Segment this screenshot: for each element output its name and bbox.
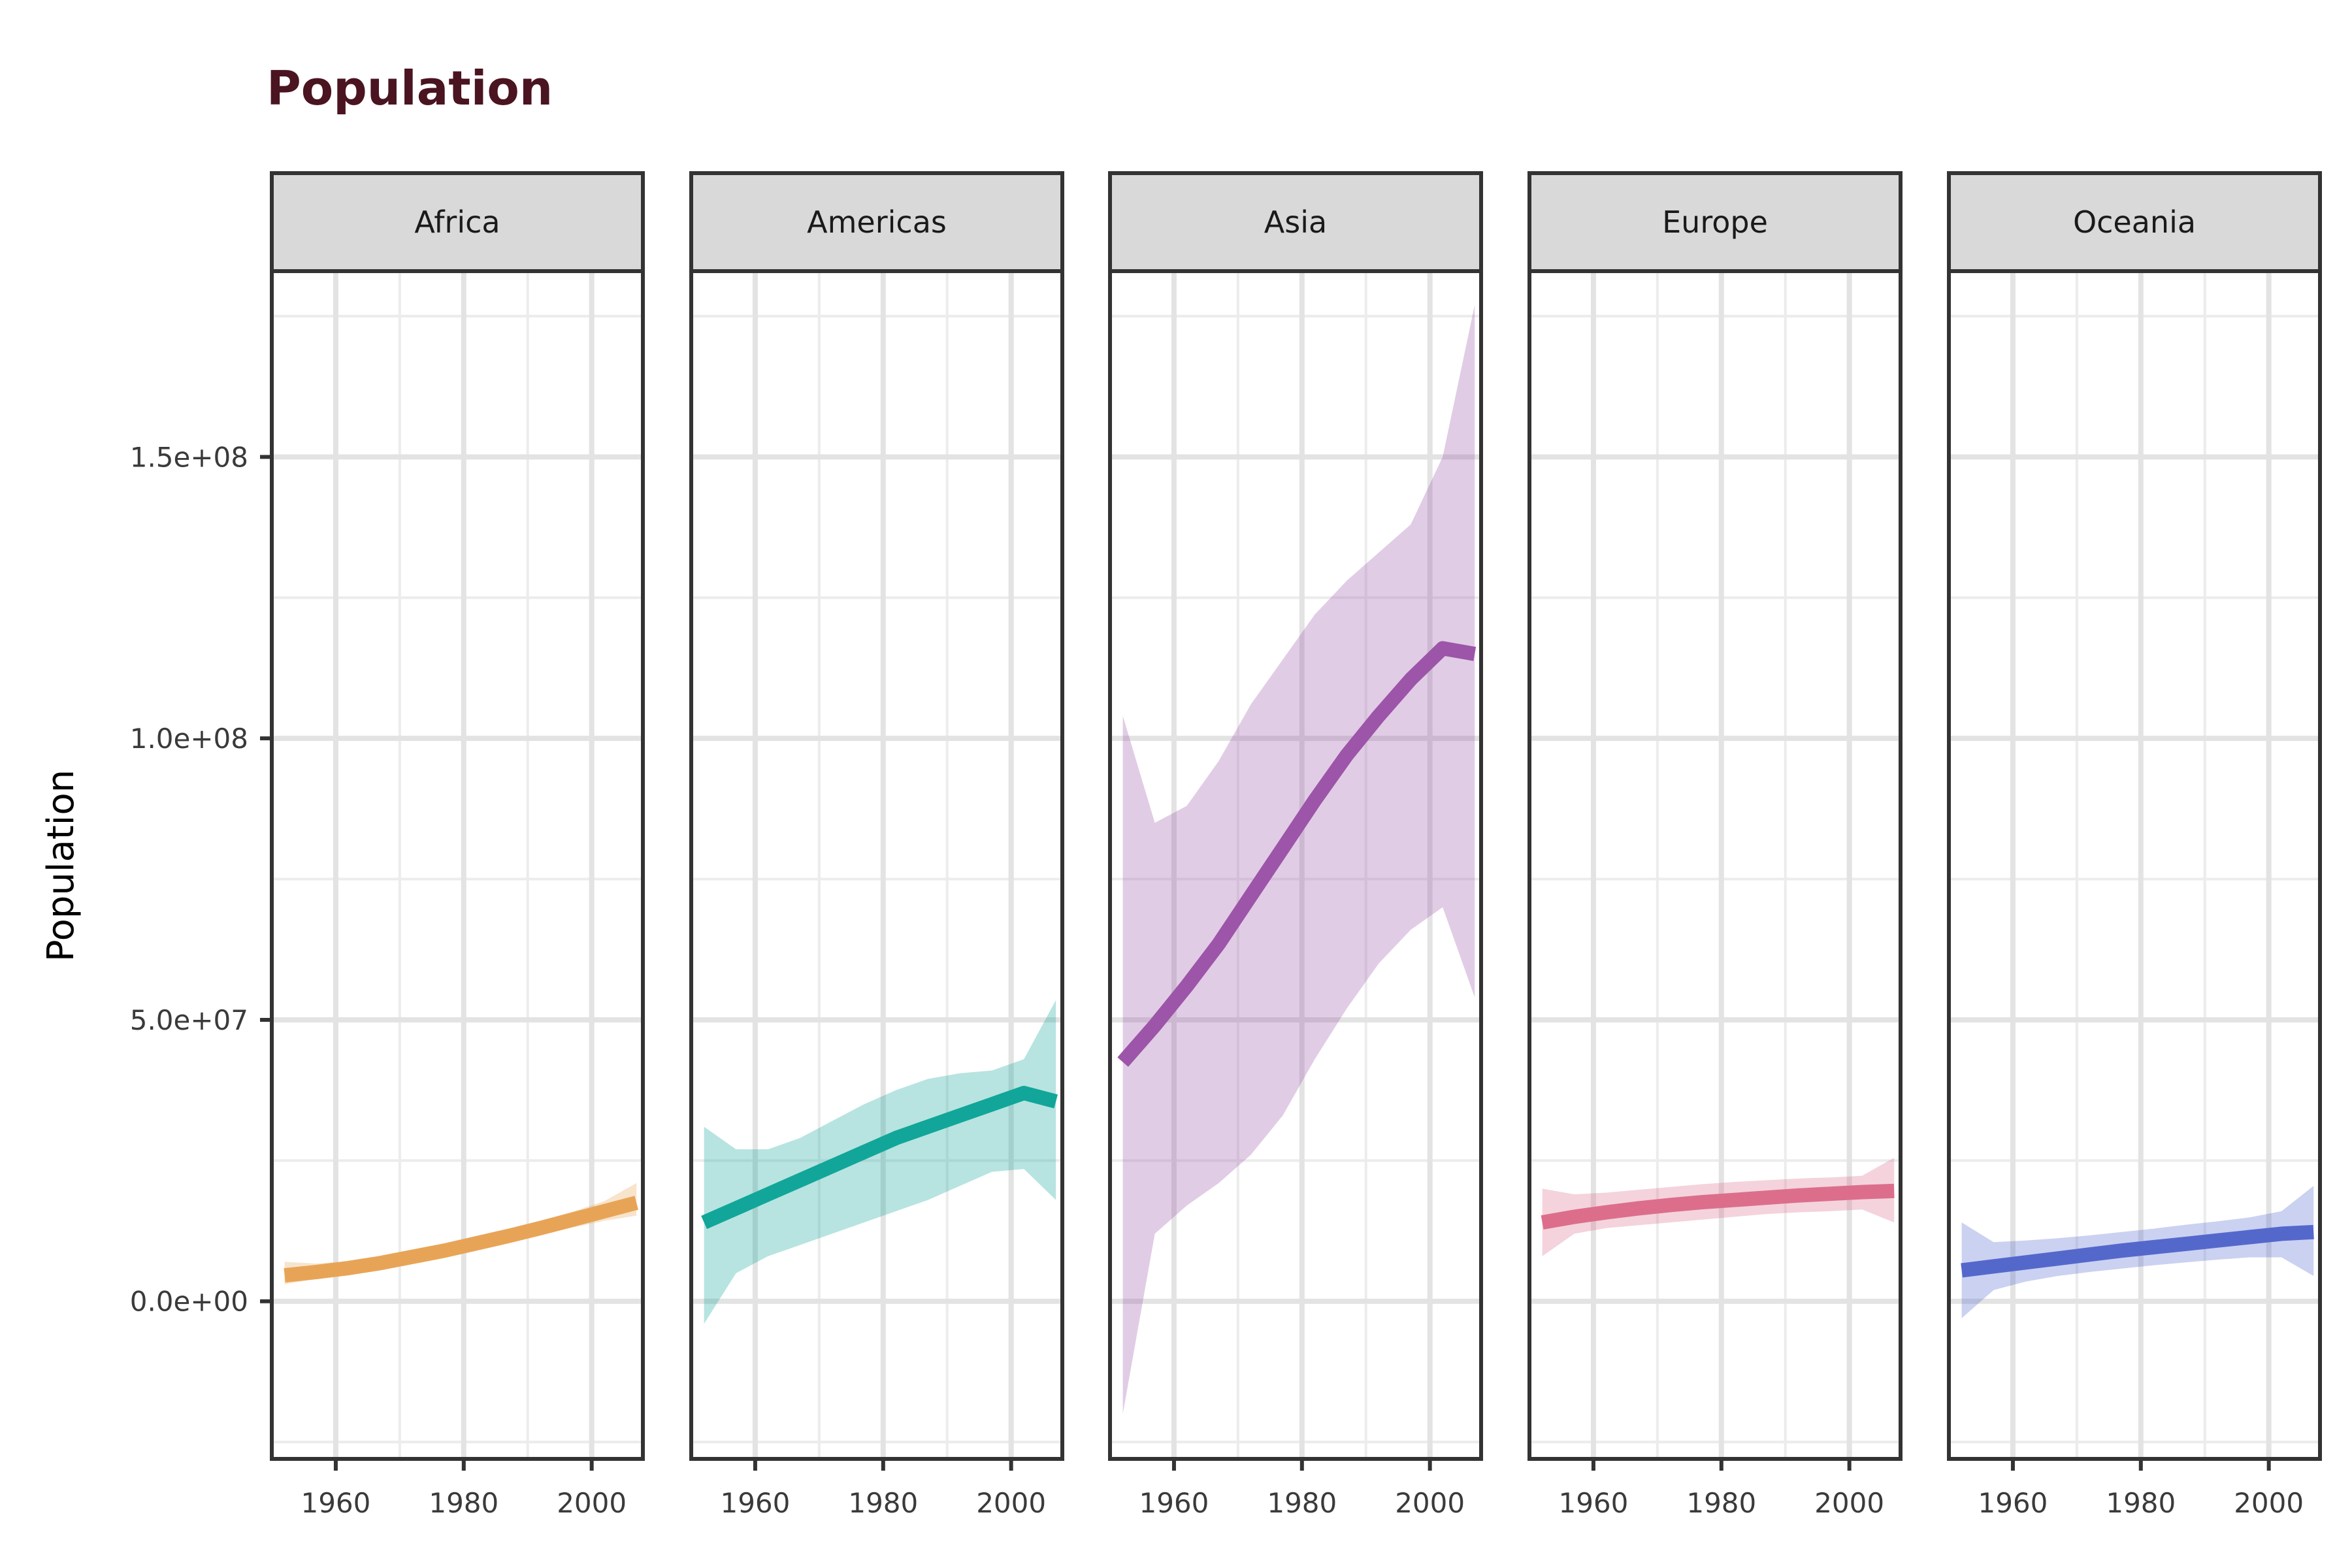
y-axis-label: Population (40, 770, 82, 962)
y-tick-label: 0.0e+00 (130, 1286, 248, 1318)
x-tick-label: 2000 (557, 1487, 627, 1519)
facet-panel-americas: Americas 1960 1980 2000 (689, 171, 1064, 1519)
y-axis: 0.0e+00 5.0e+07 1.0e+08 1.5e+08 (130, 441, 272, 1318)
y-tick-label: 5.0e+07 (130, 1004, 248, 1036)
panel-background (272, 271, 643, 1459)
x-tick-label: 2000 (1395, 1487, 1465, 1519)
trend-line-asia (1117, 641, 1477, 1067)
x-tick-label: 2000 (976, 1487, 1046, 1519)
facet-strip (270, 171, 645, 273)
facet-label-americas: Americas (807, 204, 947, 240)
x-tick-label: 1980 (1267, 1487, 1337, 1519)
x-tick-label: 1960 (1978, 1487, 2048, 1519)
facet-panel-asia: Asia 1960 1980 2000 (1108, 171, 1483, 1519)
facet-strip (1947, 171, 2322, 273)
facet-label-europe: Europe (1662, 204, 1768, 240)
facet-strip (1108, 171, 1483, 273)
facet-panel-europe: Europe 1960 1980 2000 (1527, 171, 1903, 1519)
x-tick-label: 1960 (301, 1487, 370, 1519)
x-tick-label: 2000 (2234, 1487, 2304, 1519)
chart-title: Population (267, 61, 553, 116)
y-tick-label: 1.0e+08 (130, 723, 248, 755)
facet-panel-oceania: Oceania 1960 1980 2000 (1947, 171, 2322, 1519)
x-tick-label: 1980 (429, 1487, 498, 1519)
facet-panel-africa: Africa 1960 1980 2000 (270, 171, 645, 1519)
facet-label-oceania: Oceania (2073, 204, 2196, 240)
x-tick-label: 1960 (1139, 1487, 1209, 1519)
x-tick-label: 1980 (2106, 1487, 2176, 1519)
trend-line-oceania (1961, 1224, 2314, 1278)
x-tick-label: 1960 (1558, 1487, 1628, 1519)
facet-strip (689, 171, 1064, 273)
facet-label-asia: Asia (1264, 204, 1327, 240)
trend-line-africa (284, 1196, 639, 1283)
y-tick-label: 1.5e+08 (130, 441, 248, 473)
panel-background (1529, 271, 1901, 1459)
facet-strip (1527, 171, 1903, 273)
x-tick-label: 1960 (720, 1487, 790, 1519)
trend-line-europe (1541, 1183, 1895, 1230)
confidence-band-asia (1122, 304, 1475, 1414)
x-tick-label: 2000 (1814, 1487, 1884, 1519)
facet-label-africa: Africa (414, 204, 500, 240)
confidence-band-americas (704, 1000, 1056, 1324)
x-tick-label: 1980 (1686, 1487, 1756, 1519)
x-tick-label: 1980 (848, 1487, 918, 1519)
trend-line-americas (701, 1086, 1058, 1230)
panel-background (691, 271, 1062, 1459)
